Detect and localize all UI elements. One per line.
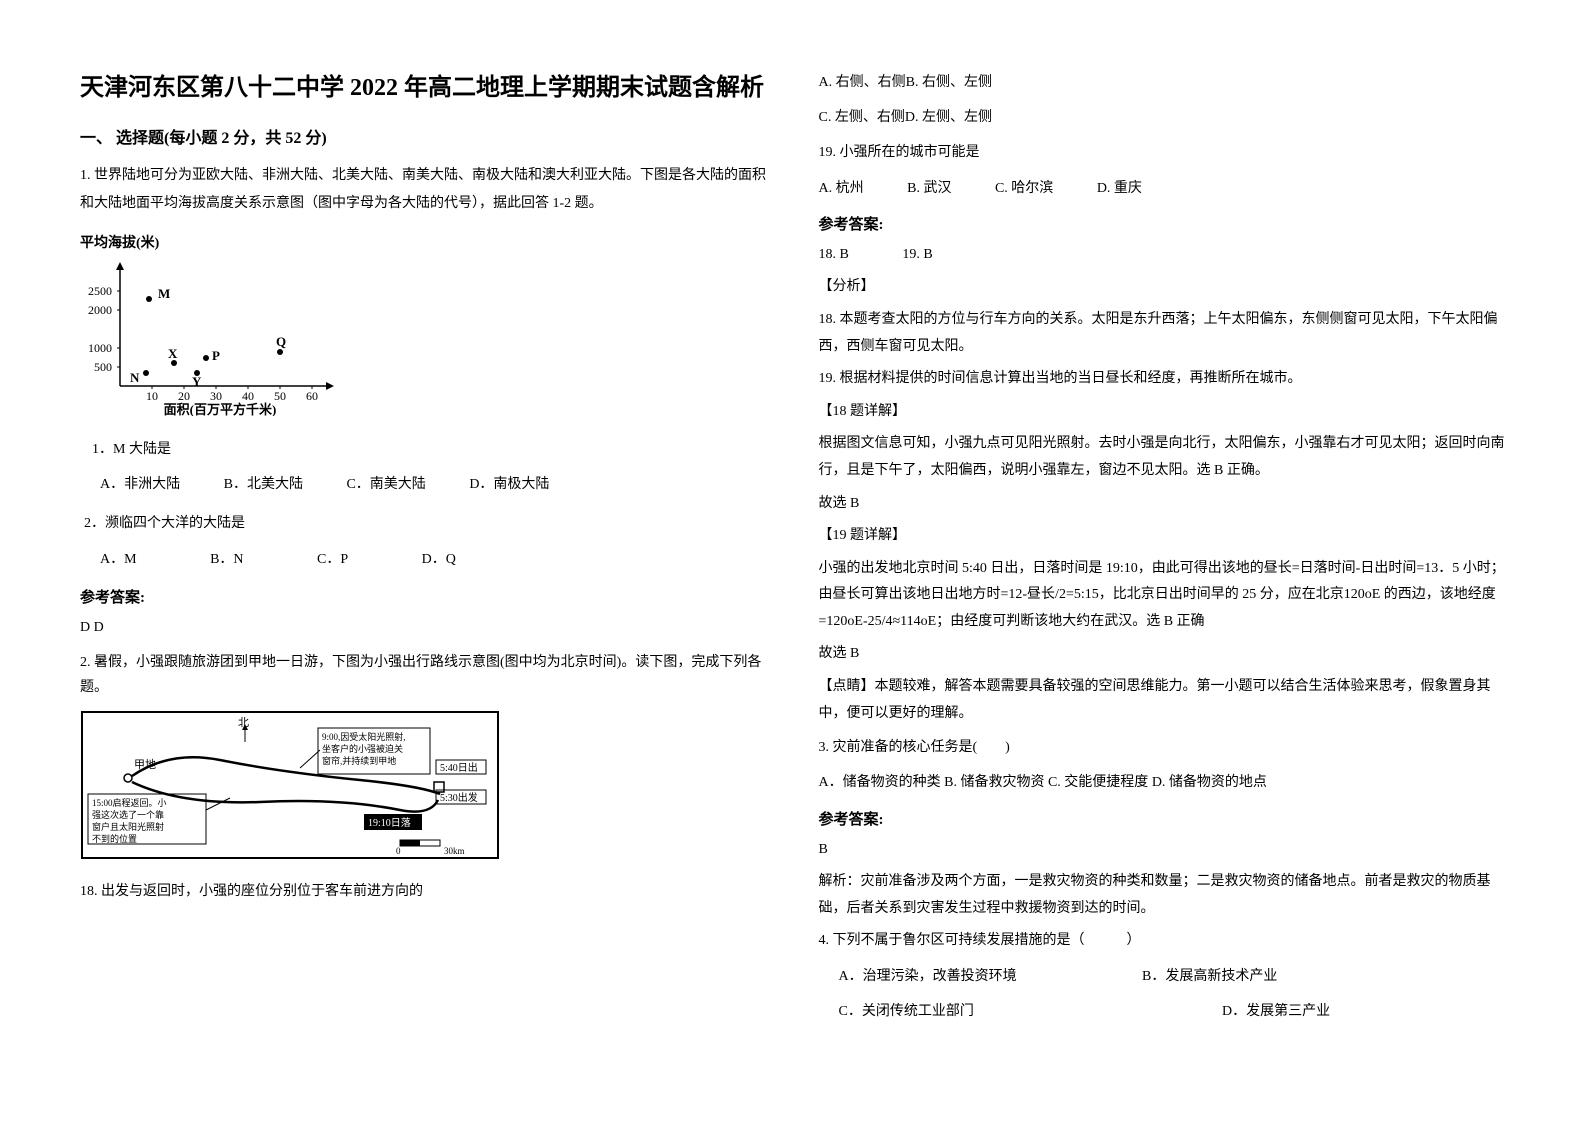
- option-b: B. 武汉: [907, 181, 951, 196]
- svg-text:窗户且太阳光照射: 窗户且太阳光照射: [92, 821, 164, 832]
- q1-answer-label: 参考答案:: [80, 586, 769, 607]
- svg-text:强这次选了一个靠: 强这次选了一个靠: [92, 809, 164, 820]
- svg-text:面积(百万平方千米): 面积(百万平方千米): [164, 402, 277, 416]
- svg-text:50: 50: [274, 389, 286, 403]
- q1-answer: D D: [80, 615, 769, 640]
- q1-sub1: 1．M 大陆是: [92, 437, 769, 462]
- analysis-19-intro: 19. 根据材料提供的时间信息计算出当地的当日昼长和经度，再推断所在城市。: [819, 366, 1508, 393]
- analysis-label: 【分析】: [819, 274, 1508, 301]
- option-c: C. 交能便捷程度: [1048, 775, 1148, 790]
- q4-options-row1: A．治理污染，改善投资环境 B．发展高新技术产业: [839, 964, 1508, 989]
- svg-text:N: N: [130, 370, 140, 385]
- svg-text:P: P: [212, 348, 220, 363]
- q3-answer-label: 参考答案:: [819, 808, 1508, 829]
- option-c: C．P: [317, 547, 348, 572]
- option-b: B．北美大陆: [224, 472, 303, 497]
- option-d: D．Q: [422, 547, 456, 572]
- option-a: A．非洲大陆: [100, 472, 180, 497]
- option-c: C．关闭传统工业部门: [839, 999, 1219, 1024]
- answer-19: 19. B: [902, 247, 932, 262]
- svg-text:30: 30: [210, 389, 222, 403]
- svg-text:0: 0: [396, 846, 401, 856]
- svg-text:19:10日落: 19:10日落: [368, 817, 411, 829]
- q2-sub18: 18. 出发与返回时，小强的座位分别位于客车前进方向的: [80, 879, 769, 904]
- q2-map: 北 9:00,因受太阳光照射, 坐客户的小强被迫关 窗帘,并持续到甲地 5:40…: [80, 710, 769, 865]
- svg-text:窗帘,并持续到甲地: 窗帘,并持续到甲地: [322, 755, 396, 766]
- section-header: 一、 选择题(每小题 2 分，共 52 分): [80, 124, 769, 148]
- q3-answer: B: [819, 837, 1508, 864]
- svg-text:Q: Q: [276, 334, 286, 349]
- svg-text:40: 40: [242, 389, 254, 403]
- svg-text:Y: Y: [192, 374, 202, 389]
- document-title: 天津河东区第八十二中学 2022 年高二地理上学期期末试题含解析: [80, 70, 769, 106]
- option-a: A．M: [100, 547, 137, 572]
- option-b: B．发展高新技术产业: [1142, 969, 1277, 984]
- option-d: D. 储备物资的地点: [1152, 775, 1267, 790]
- option-b: B．N: [210, 547, 243, 572]
- q3-options: A．储备物资的种类 B. 储备救灾物资 C. 交能便捷程度 D. 储备物资的地点: [819, 770, 1508, 795]
- option-d: D. 重庆: [1097, 181, 1142, 196]
- q3-analysis: 解析：灾前准备涉及两个方面，一是救灾物资的种类和数量；二是救灾物资的储备地点。前…: [819, 869, 1508, 922]
- option-a: A. 杭州: [819, 181, 864, 196]
- left-column: 天津河东区第八十二中学 2022 年高二地理上学期期末试题含解析 一、 选择题(…: [80, 70, 769, 1052]
- svg-text:500: 500: [94, 360, 112, 374]
- chart-ylabel: 平均海拔(米): [80, 232, 769, 252]
- answer-18: 18. B: [819, 247, 849, 262]
- option-a: A. 右侧、右侧: [819, 75, 906, 90]
- q2-sub18-options: A. 右侧、右侧B. 右侧、左侧: [819, 70, 1508, 95]
- route-map-svg: 北 9:00,因受太阳光照射, 坐客户的小强被迫关 窗帘,并持续到甲地 5:40…: [80, 710, 500, 860]
- svg-text:20: 20: [178, 389, 190, 403]
- q1-intro: 1. 世界陆地可分为亚欧大陆、非洲大陆、北美大陆、南美大陆、南极大陆和澳大利亚大…: [80, 162, 769, 218]
- svg-text:X: X: [168, 346, 178, 361]
- option-d: D．发展第三产业: [1222, 1004, 1330, 1019]
- q1-chart: 平均海拔(米) 500 1000 2000 2500 10 20 30 40: [80, 232, 769, 421]
- svg-text:60: 60: [306, 389, 318, 403]
- choice-18: 故选 B: [819, 491, 1508, 518]
- detail-18-label: 【18 题详解】: [819, 399, 1508, 426]
- option-c: C．南美大陆: [346, 472, 425, 497]
- option-d: D. 左侧、左侧: [905, 110, 992, 125]
- option-c: C. 左侧、右侧: [819, 110, 905, 125]
- q2-answers: 18. B 19. B: [819, 242, 1508, 269]
- option-a: A．治理污染，改善投资环境: [839, 964, 1139, 989]
- svg-text:30km: 30km: [444, 846, 465, 856]
- q1-sub1-options: A．非洲大陆 B．北美大陆 C．南美大陆 D．南极大陆: [100, 472, 769, 497]
- q1-sub2-options: A．M B．N C．P D．Q: [100, 547, 769, 572]
- svg-text:不到的位置: 不到的位置: [92, 833, 137, 844]
- point-label: 【点睛】本题较难，解答本题需要具备较强的空间思维能力。第一小题可以结合生活体验来…: [819, 674, 1508, 727]
- svg-text:1000: 1000: [88, 341, 112, 355]
- q1-sub2: 2．濒临四个大洋的大陆是: [84, 511, 769, 536]
- right-column: A. 右侧、右侧B. 右侧、左侧 C. 左侧、右侧D. 左侧、左侧 19. 小强…: [819, 70, 1508, 1052]
- choice-19: 故选 B: [819, 641, 1508, 668]
- detail-19: 小强的出发地北京时间 5:40 日出，日落时间是 19:10，由此可得出该地的昼…: [819, 556, 1508, 636]
- svg-text:M: M: [158, 286, 170, 301]
- q2-intro: 2. 暑假，小强跟随旅游团到甲地一日游，下图为小强出行路线示意图(图中均为北京时…: [80, 650, 769, 700]
- svg-text:坐客户的小强被迫关: 坐客户的小强被迫关: [322, 743, 403, 754]
- option-d: D．南极大陆: [469, 472, 549, 497]
- q2-sub19-options: A. 杭州 B. 武汉 C. 哈尔滨 D. 重庆: [819, 176, 1508, 201]
- q2-sub19: 19. 小强所在的城市可能是: [819, 140, 1508, 165]
- scatter-chart-svg: 500 1000 2000 2500 10 20 30 40 50 60 面积(…: [80, 256, 340, 416]
- q4-text: 4. 下列不属于鲁尔区可持续发展措施的是（ ）: [819, 928, 1508, 953]
- q2-sub18-options-cd: C. 左侧、右侧D. 左侧、左侧: [819, 105, 1508, 130]
- svg-text:2500: 2500: [88, 284, 112, 298]
- q2-answer-label: 参考答案:: [819, 213, 1508, 234]
- svg-text:10: 10: [146, 389, 158, 403]
- option-b: B. 储备救灾物资: [944, 775, 1044, 790]
- svg-text:2000: 2000: [88, 303, 112, 317]
- q4-options-row2: C．关闭传统工业部门 D．发展第三产业: [839, 999, 1508, 1024]
- svg-text:5:30出发: 5:30出发: [440, 791, 478, 804]
- option-b: B. 右侧、左侧: [906, 75, 992, 90]
- detail-19-label: 【19 题详解】: [819, 523, 1508, 550]
- svg-text:5:40日出: 5:40日出: [440, 761, 478, 774]
- option-a: A．储备物资的种类: [819, 775, 941, 790]
- q3-text: 3. 灾前准备的核心任务是( ): [819, 735, 1508, 760]
- analysis-18-intro: 18. 本题考查太阳的方位与行车方向的关系。太阳是东升西落；上午太阳偏东，东侧侧…: [819, 307, 1508, 360]
- svg-text:15:00启程返回。小: 15:00启程返回。小: [92, 797, 167, 808]
- detail-18: 根据图文信息可知，小强九点可见阳光照射。去时小强是向北行，太阳偏东，小强靠右才可…: [819, 431, 1508, 484]
- svg-text:9:00,因受太阳光照射,: 9:00,因受太阳光照射,: [322, 731, 406, 742]
- option-c: C. 哈尔滨: [995, 181, 1053, 196]
